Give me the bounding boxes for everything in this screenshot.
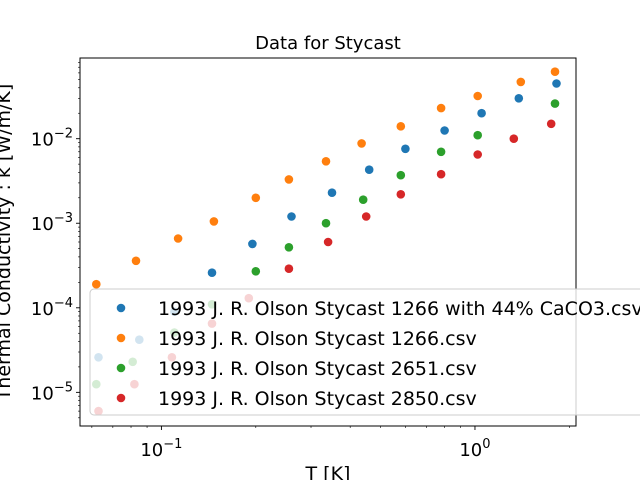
x-axis-label: T [K]: [305, 463, 351, 480]
legend: 1993 J. R. Olson Stycast 1266 with 44% C…: [90, 289, 640, 415]
y-axis-label: Thermal Conductivity : k [W/m/K]: [0, 84, 15, 402]
data-point-s2-11: [551, 99, 560, 108]
data-point-s2-4: [252, 267, 261, 276]
data-point-s3-6: [324, 238, 333, 247]
data-point-s0-12: [552, 79, 561, 88]
data-point-s1-3: [210, 217, 219, 226]
data-point-s1-4: [252, 194, 261, 203]
data-point-s3-8: [397, 190, 406, 199]
data-point-s0-11: [515, 94, 524, 103]
data-point-s3-9: [437, 170, 446, 179]
data-point-s1-6: [322, 157, 331, 166]
data-point-s1-8: [397, 122, 406, 131]
data-point-s1-2: [174, 234, 183, 243]
data-point-s2-8: [397, 171, 406, 180]
data-point-s2-7: [359, 195, 368, 204]
legend-label-1: 1993 J. R. Olson Stycast 1266.csv: [158, 328, 477, 350]
data-point-s0-10: [477, 109, 486, 118]
data-point-s1-5: [285, 175, 294, 184]
data-point-s1-0: [92, 280, 101, 289]
data-point-s2-5: [285, 243, 294, 252]
data-point-s0-6: [328, 188, 337, 197]
data-point-s2-9: [437, 148, 446, 157]
data-point-s3-12: [547, 120, 556, 129]
data-point-s1-9: [437, 104, 446, 113]
data-point-s1-10: [473, 92, 482, 101]
chart-title: Data for Stycast: [255, 33, 401, 54]
legend-label-3: 1993 J. R. Olson Stycast 2850.csv: [158, 388, 477, 410]
data-point-s0-9: [440, 126, 449, 135]
data-point-s0-3: [208, 268, 217, 277]
legend-marker-1: [117, 334, 126, 343]
data-point-s3-7: [362, 212, 371, 221]
data-point-s3-5: [285, 264, 294, 273]
legend-label-2: 1993 J. R. Olson Stycast 2651.csv: [158, 358, 477, 380]
data-point-s0-7: [365, 165, 374, 174]
legend-marker-3: [117, 394, 126, 403]
data-point-s0-4: [248, 240, 257, 249]
data-point-s1-1: [132, 257, 141, 266]
data-point-s2-6: [322, 219, 331, 228]
data-point-s1-11: [517, 78, 526, 87]
data-point-s3-11: [510, 134, 519, 143]
legend-marker-0: [117, 304, 126, 313]
data-point-s1-12: [551, 67, 560, 76]
legend-marker-2: [117, 364, 126, 373]
data-point-s0-5: [287, 212, 296, 221]
data-point-s2-10: [473, 131, 482, 140]
data-point-s0-8: [401, 145, 410, 154]
data-point-s1-7: [357, 139, 366, 148]
data-point-s3-10: [473, 150, 482, 159]
legend-label-0: 1993 J. R. Olson Stycast 1266 with 44% C…: [158, 298, 640, 320]
